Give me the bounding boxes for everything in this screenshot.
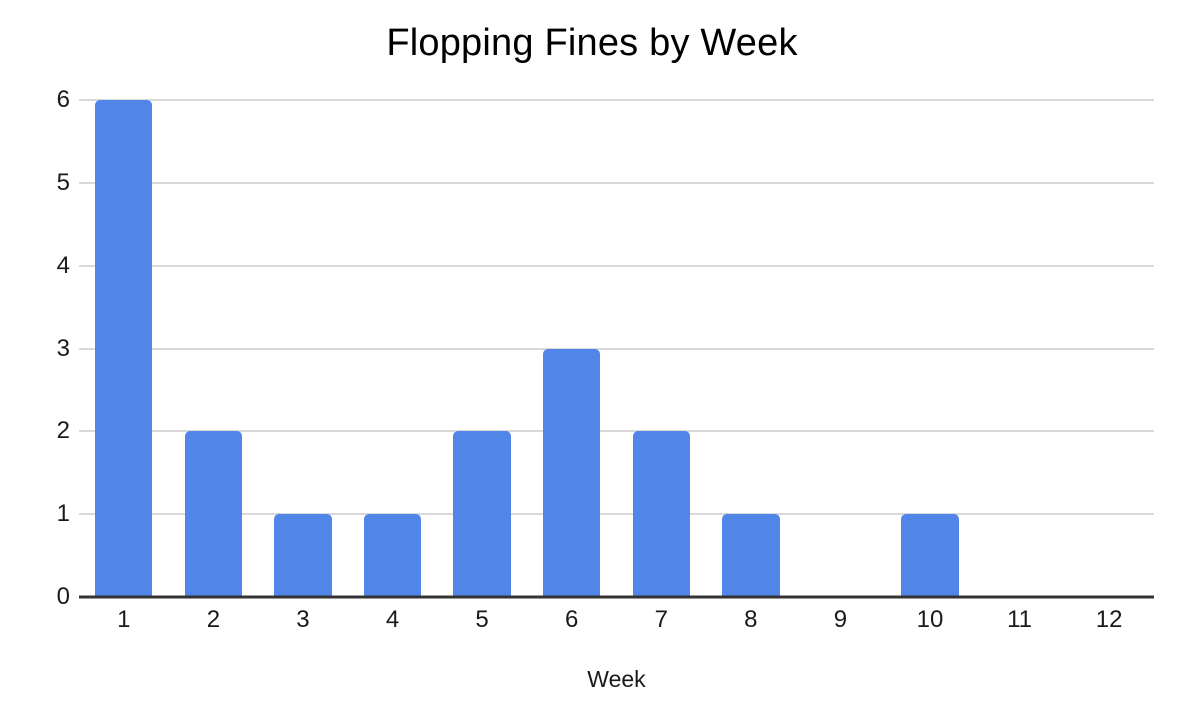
x-tick-label: 3 bbox=[296, 606, 310, 633]
bar-cell bbox=[169, 100, 259, 597]
bar-cell bbox=[79, 100, 169, 597]
bar-cell bbox=[437, 100, 527, 597]
gridline bbox=[79, 347, 1154, 350]
x-tick-label: 7 bbox=[654, 606, 668, 633]
x-tick-label: 5 bbox=[475, 606, 489, 633]
x-tick-label: 8 bbox=[744, 606, 758, 633]
x-tick-label: 10 bbox=[916, 606, 944, 633]
gridline bbox=[79, 513, 1154, 516]
bar-week-10 bbox=[901, 514, 959, 597]
bar-cell bbox=[348, 100, 438, 597]
bar-week-3 bbox=[274, 514, 332, 597]
y-tick-label: 0 bbox=[56, 583, 70, 610]
bar-cell bbox=[527, 100, 617, 597]
bar-week-8 bbox=[722, 514, 780, 597]
x-tick-label: 1 bbox=[117, 606, 131, 633]
y-tick-label: 5 bbox=[56, 168, 70, 196]
x-tick-label: 12 bbox=[1095, 606, 1123, 633]
bars-container bbox=[79, 100, 1154, 597]
plot-area bbox=[79, 99, 1154, 599]
x-axis-line bbox=[79, 595, 1154, 599]
bar-cell bbox=[796, 100, 886, 597]
gridline bbox=[79, 264, 1154, 267]
gridline bbox=[79, 430, 1154, 433]
gridline bbox=[79, 181, 1154, 184]
x-axis-title: Week bbox=[587, 666, 646, 692]
x-tick-label: 4 bbox=[385, 606, 400, 633]
bar-cell bbox=[706, 100, 796, 597]
bar-cell bbox=[975, 100, 1065, 597]
bar-cell bbox=[616, 100, 706, 597]
y-tick-label: 2 bbox=[56, 417, 70, 445]
y-tick-label: 4 bbox=[56, 251, 70, 279]
y-tick-label: 6 bbox=[56, 86, 70, 113]
x-tick-label: 2 bbox=[206, 606, 221, 633]
bar-cell bbox=[885, 100, 975, 597]
y-axis: 0 1 2 3 4 5 6 bbox=[0, 88, 70, 609]
x-tick-label: 6 bbox=[565, 606, 579, 633]
x-axis: 1 2 3 4 5 6 7 8 9 10 11 12 bbox=[79, 606, 1154, 634]
x-tick-label: 9 bbox=[833, 606, 848, 633]
bar-week-1 bbox=[95, 100, 153, 597]
bar-cell bbox=[1064, 100, 1154, 597]
y-tick-label: 3 bbox=[56, 334, 70, 362]
gridline bbox=[79, 99, 1154, 101]
y-tick-label: 1 bbox=[56, 500, 70, 528]
bar-week-4 bbox=[363, 514, 422, 597]
bar-week-5 bbox=[453, 431, 511, 597]
bar-week-2 bbox=[184, 431, 243, 597]
chart-title: Flopping Fines by Week bbox=[386, 22, 798, 64]
bar-cell bbox=[258, 100, 348, 597]
x-tick-label: 11 bbox=[1007, 606, 1033, 633]
bar-week-7 bbox=[632, 431, 690, 597]
bar-week-6 bbox=[543, 348, 601, 597]
